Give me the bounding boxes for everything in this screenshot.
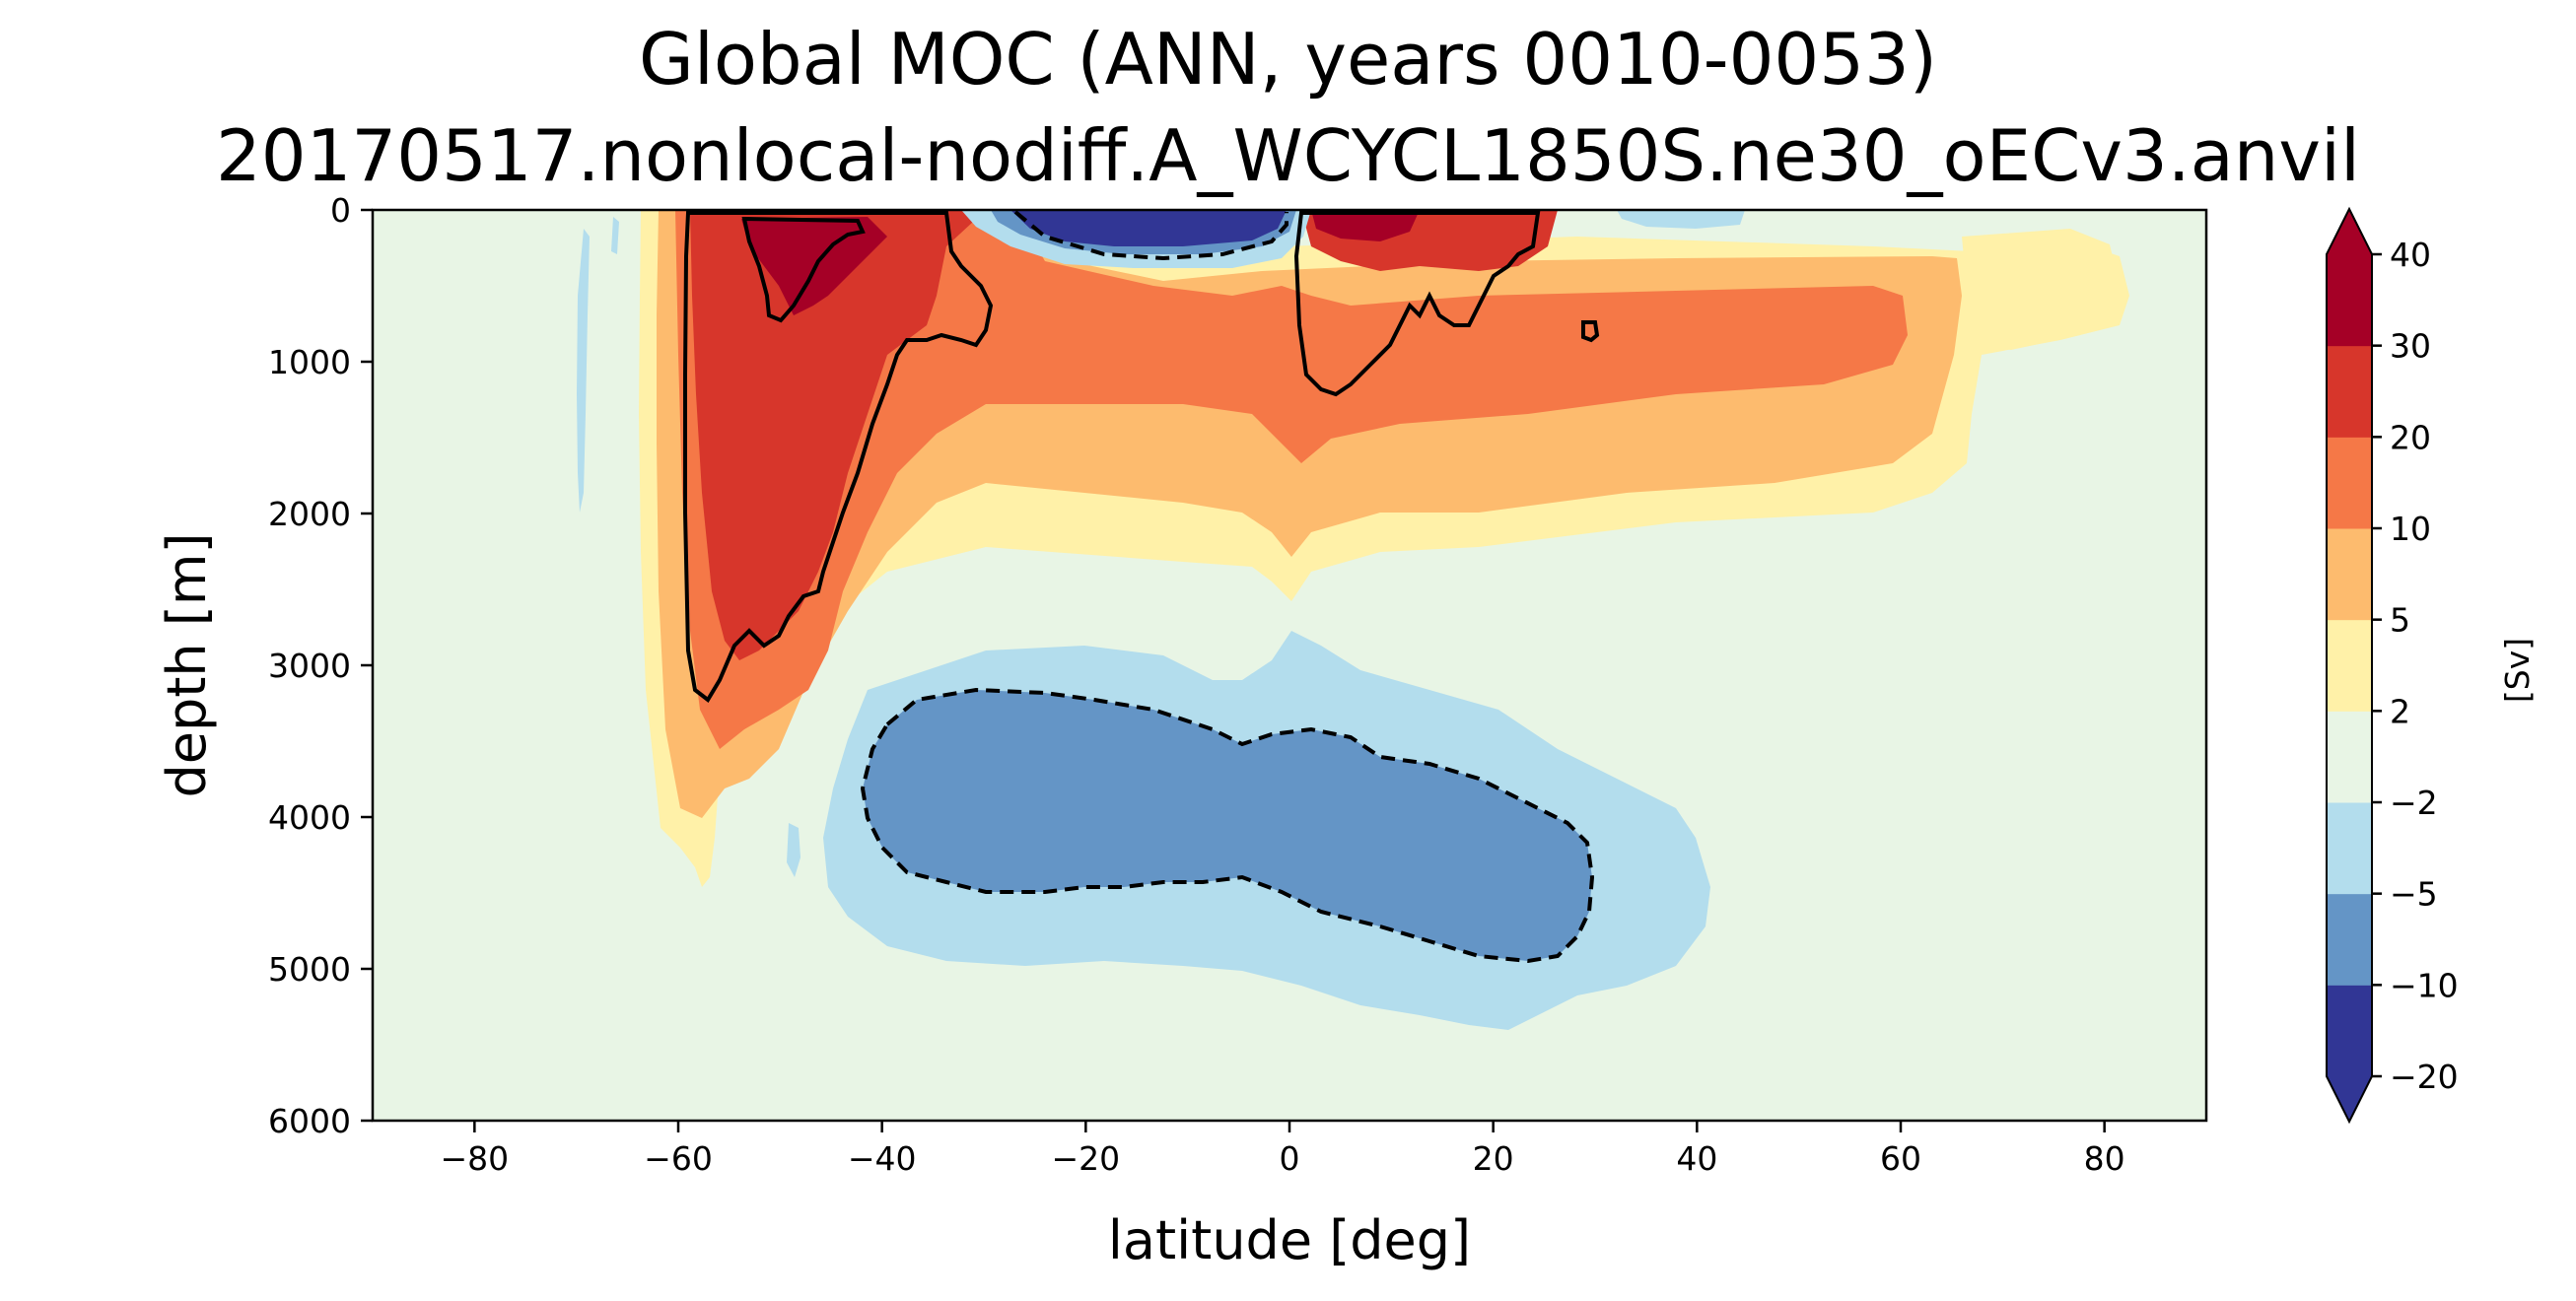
x-tick-label: 40 xyxy=(1676,1139,1717,1178)
x-tick-label: −60 xyxy=(644,1139,713,1178)
colorbar-tick-label: −2 xyxy=(2390,784,2438,822)
contour-pos-south xyxy=(683,211,994,703)
colorbar-tick-label: −5 xyxy=(2390,875,2438,914)
x-tick-label: 60 xyxy=(1880,1139,1921,1178)
field-neg-surface-10 xyxy=(1010,210,1287,246)
colorbar-tick-label: −20 xyxy=(2390,1058,2459,1096)
colorbar-swatch xyxy=(2327,254,2372,347)
contour-neg-surface xyxy=(1013,210,1288,261)
field-pos-2-north xyxy=(1962,229,2120,350)
y-tick-label: 0 xyxy=(330,191,351,230)
y-axis-label: depth [m] xyxy=(156,532,218,797)
x-tick-label: −80 xyxy=(441,1139,510,1178)
field-neg-abyss-blip xyxy=(787,823,801,877)
y-axis-ticks: 0 1000 2000 3000 4000 5000 6000 xyxy=(268,191,373,1140)
field-neg-north-surface xyxy=(1617,210,1745,229)
colorbar-swatch xyxy=(2327,437,2372,529)
x-tick-label: −40 xyxy=(848,1139,917,1178)
field-neg-tongue xyxy=(577,229,590,513)
x-tick-label: 20 xyxy=(1473,1139,1514,1178)
colorbar-swatch xyxy=(2327,619,2372,712)
contour-neg-abyss xyxy=(860,687,1595,964)
chart-title-line2: 20170517.nonlocal-nodiff.A_WCYCL1850S.ne… xyxy=(215,114,2361,197)
colorbar-tick-label: −10 xyxy=(2390,966,2459,1004)
colorbar-tick-label: 10 xyxy=(2390,510,2431,548)
colorbar-extend-max xyxy=(2327,209,2372,254)
y-tick-label: 1000 xyxy=(268,343,351,381)
y-tick-label: 2000 xyxy=(268,495,351,533)
colorbar-label: [Sv] xyxy=(2498,638,2537,703)
colorbar-tick-label: 5 xyxy=(2390,601,2410,640)
colorbar-swatch xyxy=(2327,711,2372,803)
colorbar-swatch xyxy=(2327,528,2372,621)
colorbar-swatch xyxy=(2327,985,2372,1077)
colorbar-tick-label: 30 xyxy=(2390,327,2431,366)
plot-area xyxy=(373,210,2206,1121)
colorbar-tick-label: 2 xyxy=(2390,692,2410,730)
y-tick-label: 5000 xyxy=(268,950,351,989)
y-tick-label: 4000 xyxy=(268,798,351,837)
colorbar-swatch xyxy=(2327,893,2372,986)
field-pos-10 xyxy=(675,210,1908,749)
colorbar-tick-label: 20 xyxy=(2390,418,2431,456)
x-tick-label: 80 xyxy=(2084,1139,2125,1178)
field-neg-abyss-5 xyxy=(863,690,1592,961)
contour-small-north xyxy=(1581,320,1600,343)
field-pos-20-south xyxy=(690,210,986,660)
colorbar-swatch xyxy=(2327,345,2372,438)
contour-pos-north xyxy=(1293,211,1541,397)
contour-30-south xyxy=(741,216,866,323)
x-axis-ticks: −80 −60 −40 −20 0 20 40 60 80 xyxy=(441,1121,2125,1178)
colorbar-extend-min xyxy=(2327,1076,2372,1122)
chart-title-line1: Global MOC (ANN, years 0010-0053) xyxy=(639,18,1937,101)
colorbar: −20 −10 −5 −2 2 5 10 20 30 40 xyxy=(2326,206,2459,1125)
x-axis-label: latitude [deg] xyxy=(1108,1209,1471,1271)
y-tick-label: 3000 xyxy=(268,647,351,685)
y-tick-label: 6000 xyxy=(268,1102,351,1140)
x-tick-label: −20 xyxy=(1052,1139,1121,1178)
field-neg-blip xyxy=(611,217,619,254)
x-tick-label: 0 xyxy=(1280,1139,1300,1178)
colorbar-swatch xyxy=(2327,802,2372,895)
field-pos-30-north xyxy=(1311,210,1420,241)
colorbar-tick-label: 40 xyxy=(2390,236,2431,274)
